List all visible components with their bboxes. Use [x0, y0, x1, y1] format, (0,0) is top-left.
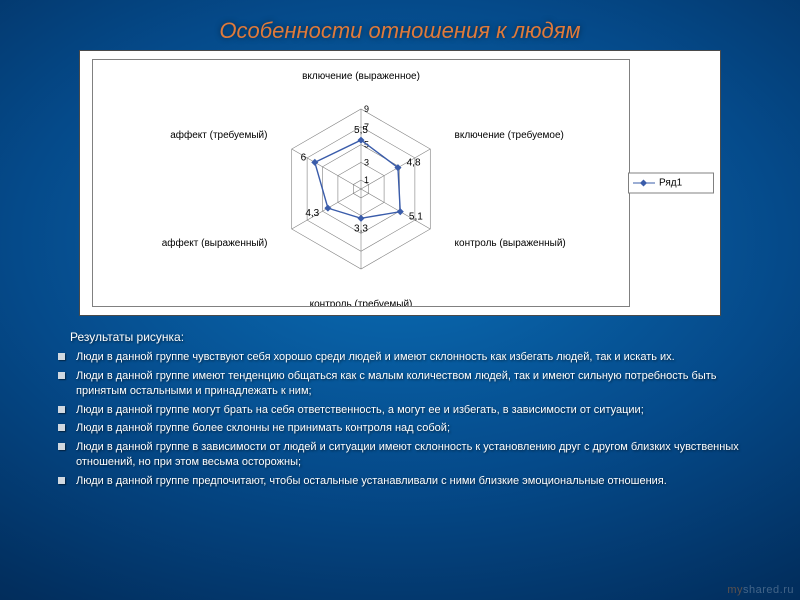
slide-title: Особенности отношения к людям: [0, 0, 800, 50]
svg-text:3: 3: [364, 157, 369, 167]
svg-text:1: 1: [364, 175, 369, 185]
radar-chart: 135795,54,85,13,34,36включение (выраженн…: [93, 60, 629, 306]
list-item: Люди в данной группе в зависимости от лю…: [54, 440, 760, 470]
watermark-suffix: shared.ru: [743, 584, 794, 596]
list-item: Люди в данной группе имеют тенденцию общ…: [54, 369, 760, 399]
svg-text:контроль (выраженный): контроль (выраженный): [455, 238, 566, 249]
watermark: myshared.ru: [727, 584, 794, 596]
svg-text:аффект (выраженный): аффект (выраженный): [162, 237, 268, 249]
svg-text:аффект (требуемый): аффект (требуемый): [170, 129, 267, 141]
legend-marker: [633, 183, 655, 184]
watermark-prefix: my: [727, 584, 743, 596]
svg-text:9: 9: [364, 104, 369, 114]
svg-text:3,3: 3,3: [354, 223, 368, 234]
results-subtitle: Результаты рисунка:: [0, 316, 800, 344]
list-item: Люди в данной группе чувствуют себя хоро…: [54, 350, 760, 365]
svg-text:5,1: 5,1: [409, 212, 423, 223]
chart-panel: 135795,54,85,13,34,36включение (выраженн…: [79, 50, 721, 316]
svg-text:включение (требуемое): включение (требуемое): [455, 129, 564, 141]
svg-text:5,5: 5,5: [354, 125, 368, 136]
svg-text:6: 6: [301, 152, 307, 163]
svg-text:4,8: 4,8: [407, 158, 421, 169]
bullet-list: Люди в данной группе чувствуют себя хоро…: [0, 344, 800, 489]
chart-plot-area: 135795,54,85,13,34,36включение (выраженн…: [92, 59, 630, 307]
svg-text:включение (выраженное): включение (выраженное): [302, 71, 420, 82]
legend-label: Ряд1: [659, 178, 682, 189]
svg-text:контроль (требуемый): контроль (требуемый): [310, 298, 413, 306]
list-item: Люди в данной группе предпочитают, чтобы…: [54, 474, 760, 489]
legend: Ряд1: [628, 173, 714, 194]
list-item: Люди в данной группе могут брать на себя…: [54, 403, 760, 418]
list-item: Люди в данной группе более склонны не пр…: [54, 421, 760, 436]
svg-text:4,3: 4,3: [305, 208, 319, 219]
